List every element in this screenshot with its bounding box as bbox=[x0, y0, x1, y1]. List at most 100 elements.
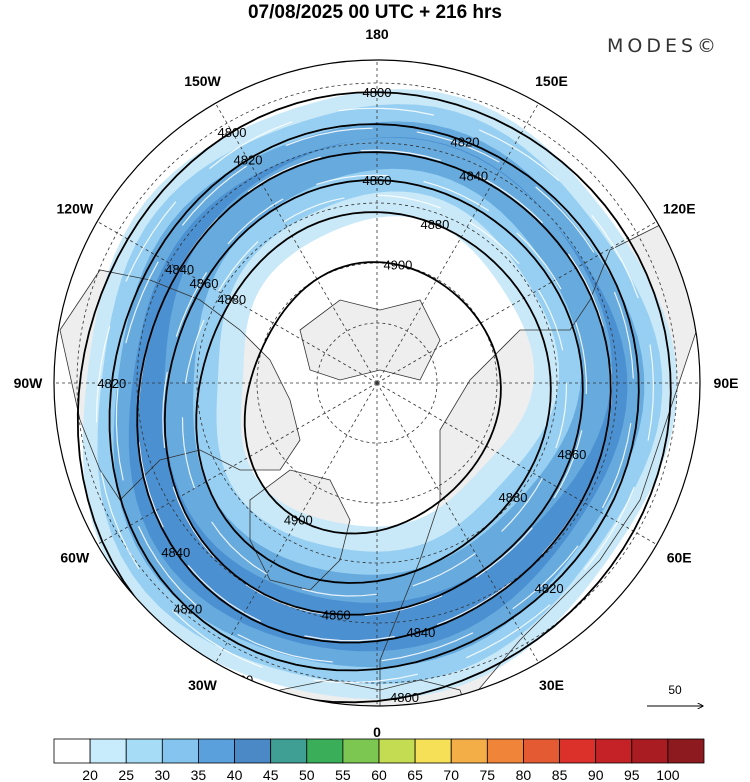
colorbar-label: 20 bbox=[82, 767, 98, 782]
contour-label-group: 4840 bbox=[161, 545, 190, 560]
colorbar-label: 60 bbox=[371, 767, 387, 782]
streamline bbox=[567, 253, 604, 327]
colorbar-swatch bbox=[595, 738, 633, 764]
contour-label-group: 4900 bbox=[284, 512, 313, 527]
streamline bbox=[436, 581, 512, 626]
streamline bbox=[187, 564, 261, 622]
contour-label: 4900 bbox=[284, 512, 313, 527]
streamline bbox=[125, 261, 159, 344]
streamline bbox=[613, 291, 634, 379]
colorbar-swatch bbox=[306, 738, 344, 764]
longitude-labels: 180 150E 120E 90E 60E 30E 0 30W 60W 90W 120W 150W bbox=[14, 26, 739, 740]
contour-label: 4800 bbox=[218, 125, 247, 140]
contour-label-group: 4820 bbox=[97, 376, 126, 391]
longitude-label: 150E bbox=[535, 73, 568, 89]
colorbar-label: 30 bbox=[155, 767, 171, 782]
streamline bbox=[537, 289, 564, 351]
contour-4840 bbox=[136, 151, 612, 644]
longitude-label: 60E bbox=[667, 550, 692, 566]
streamline bbox=[95, 326, 111, 423]
contour-label: 4860 bbox=[322, 607, 351, 622]
streamline bbox=[477, 175, 544, 224]
colorbar-swatch bbox=[667, 738, 705, 764]
colorbar-swatch bbox=[378, 738, 416, 764]
streamline bbox=[313, 673, 419, 684]
colorbar-label: 40 bbox=[227, 767, 243, 782]
streamline bbox=[479, 129, 560, 182]
colorbar-label: 55 bbox=[335, 767, 351, 782]
contour-4820 bbox=[108, 123, 640, 672]
streamline bbox=[211, 521, 268, 575]
streamline bbox=[535, 186, 595, 253]
contour-label: 4860 bbox=[363, 173, 392, 188]
streamline bbox=[125, 201, 177, 282]
contour-4800 bbox=[76, 91, 672, 704]
contour-label-group: 4880 bbox=[217, 292, 246, 307]
streamline bbox=[304, 635, 395, 642]
contour-label: 4820 bbox=[173, 601, 202, 616]
contour-label-group: 4880 bbox=[499, 490, 528, 505]
streamline bbox=[227, 198, 284, 245]
streamline bbox=[381, 632, 474, 662]
colorbar-label: 65 bbox=[407, 767, 423, 782]
contour-label-group: 4820 bbox=[535, 581, 564, 596]
contour-label-group: 4840 bbox=[459, 169, 488, 184]
contour-label-group: 4840 bbox=[165, 262, 194, 277]
streamline bbox=[301, 588, 378, 597]
land-arctic-islands-coast bbox=[299, 299, 441, 381]
colorbar-label: 75 bbox=[480, 767, 496, 782]
longitude-label: 180 bbox=[365, 26, 389, 42]
brand-logo: MODES© bbox=[607, 35, 721, 57]
streamline bbox=[555, 382, 567, 449]
longitude-label: 0 bbox=[373, 724, 381, 740]
contour-label-group: 4860 bbox=[557, 447, 586, 462]
streamline bbox=[591, 214, 639, 299]
streamline bbox=[247, 156, 321, 193]
streamline bbox=[469, 221, 520, 265]
colorbar-swatch bbox=[161, 738, 199, 764]
land-north-america-coast bbox=[59, 269, 301, 501]
streamline bbox=[316, 174, 388, 185]
streamline bbox=[138, 442, 164, 528]
streamline bbox=[137, 526, 198, 607]
contour-label: 4840 bbox=[161, 545, 190, 560]
colorbar-swatch bbox=[342, 738, 380, 764]
longitude-label: 120E bbox=[663, 201, 696, 217]
contour-label: 4800 bbox=[390, 690, 419, 705]
streamline bbox=[285, 127, 373, 147]
contour-label: 4840 bbox=[459, 169, 488, 184]
streamline bbox=[466, 604, 551, 659]
streamline bbox=[100, 472, 140, 570]
streamline bbox=[575, 322, 587, 394]
contour-label-group: 4800 bbox=[224, 673, 253, 688]
land-arctic-islands bbox=[300, 300, 440, 380]
contour-label: 4860 bbox=[557, 447, 586, 462]
contour-label-group: 4820 bbox=[451, 134, 480, 149]
contour-label-group: 4900 bbox=[383, 258, 412, 273]
colorbar-swatch bbox=[198, 738, 235, 764]
contour-label-group: 4800 bbox=[218, 125, 247, 140]
contour-label: 4880 bbox=[420, 217, 449, 232]
streamline bbox=[115, 387, 124, 481]
longitude-label: 30E bbox=[539, 677, 564, 693]
land-eurasia-coast bbox=[379, 209, 700, 706]
wind-streamlines bbox=[95, 107, 655, 684]
streamline bbox=[217, 240, 259, 292]
streamline bbox=[209, 121, 293, 170]
contour-label-group: 4860 bbox=[190, 276, 219, 291]
streamline bbox=[364, 595, 443, 616]
longitude-label: 30W bbox=[188, 677, 218, 693]
colorbar-swatch bbox=[53, 738, 91, 764]
colorbar-swatch bbox=[486, 738, 524, 764]
streamline bbox=[360, 149, 441, 161]
contour-label: 4840 bbox=[165, 262, 194, 277]
streamline bbox=[601, 423, 632, 509]
contour-label-group: 4860 bbox=[363, 173, 392, 188]
streamline bbox=[516, 232, 562, 290]
colorbar-label: 100 bbox=[656, 767, 680, 782]
contour-label: 4800 bbox=[363, 85, 392, 100]
streamline bbox=[181, 165, 247, 226]
contour-label: 4880 bbox=[499, 490, 528, 505]
